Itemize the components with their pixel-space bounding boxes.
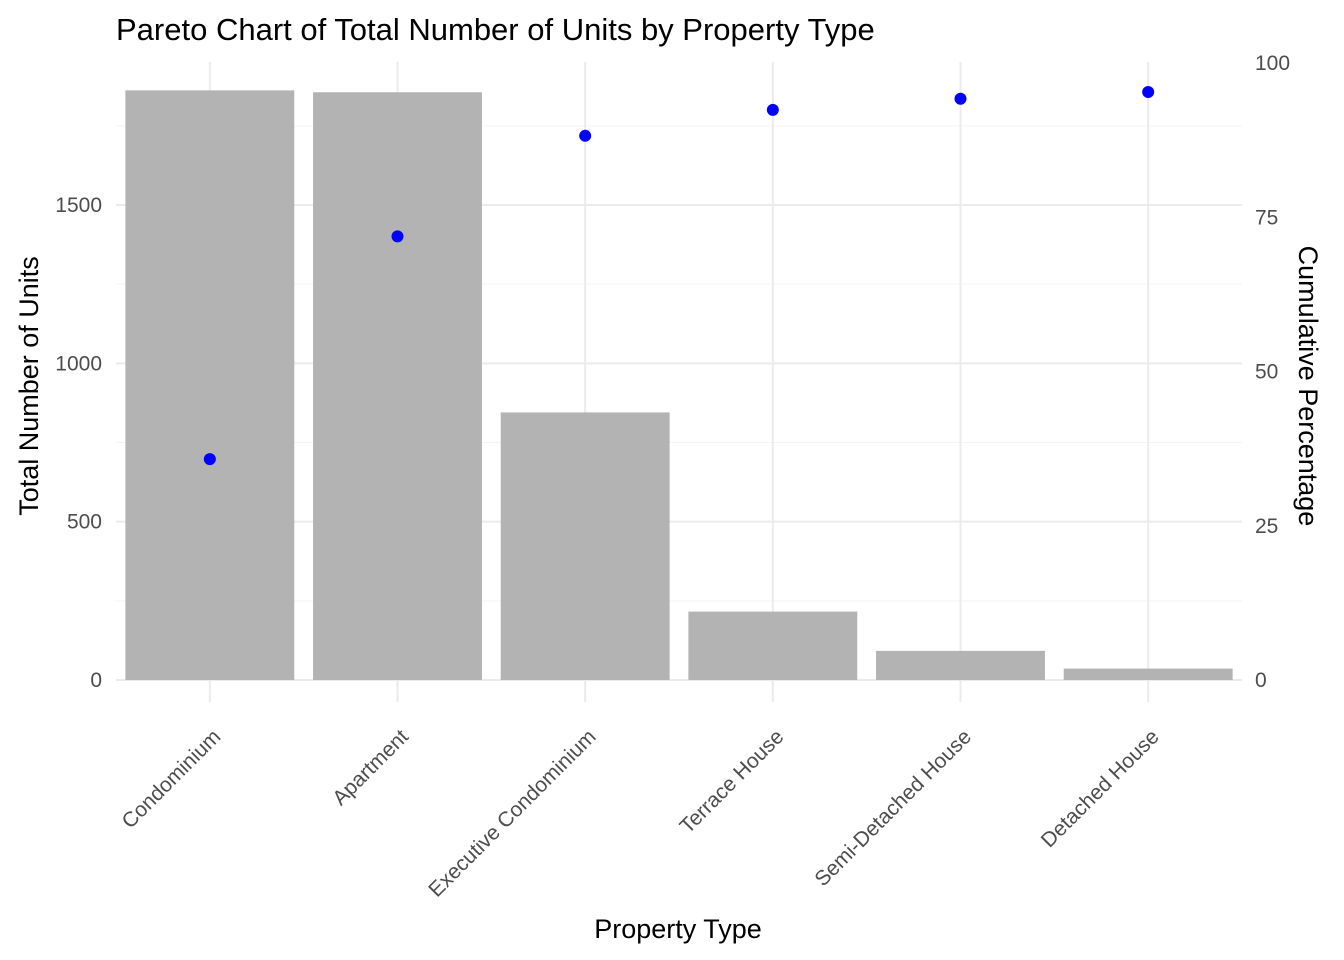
x-axis-ticks: Condominium Apartment Executive Condominiu…: [117, 725, 1163, 901]
bar-executive-condominium: [500, 412, 670, 680]
bar-condominium: [125, 90, 295, 680]
y2-tick-label: 0: [1255, 669, 1267, 692]
bar-semi-detached-house: [876, 650, 1045, 680]
y-tick-label: 1500: [55, 194, 102, 217]
y2-axis-title: Cumulative Percentage: [1293, 246, 1323, 527]
point-apartment: [391, 230, 404, 243]
bars: [125, 90, 1233, 681]
point-detached-house: [1142, 85, 1155, 98]
y-axis-title: Total Number of Units: [14, 256, 44, 516]
x-tick-label: Condominium: [117, 725, 225, 833]
y2-tick-label: 25: [1255, 515, 1278, 538]
y-axis-ticks: 0 500 1000 1500: [55, 194, 102, 692]
bar-terrace-house: [688, 611, 858, 680]
cumulative-points: [203, 85, 1155, 466]
point-condominium: [203, 453, 216, 466]
point-semi-detached-house: [954, 92, 967, 105]
y-tick-label: 1000: [55, 352, 102, 375]
x-tick-label: Detached House: [1037, 725, 1164, 852]
x-axis-title: Property Type: [594, 914, 762, 944]
x-tick-label: Semi-Detached House: [810, 725, 976, 891]
chart-title: Pareto Chart of Total Number of Units by…: [116, 12, 875, 47]
y-tick-label: 500: [67, 511, 102, 534]
grid: [116, 62, 1242, 702]
point-terrace-house: [766, 103, 779, 116]
x-tick-label: Executive Condominium: [424, 725, 600, 901]
y2-tick-label: 50: [1255, 361, 1278, 384]
bar-apartment: [313, 92, 482, 681]
point-executive-condominium: [579, 129, 592, 142]
y2-tick-label: 75: [1255, 206, 1278, 229]
x-tick-label: Apartment: [328, 725, 413, 810]
y-tick-label: 0: [90, 669, 102, 692]
y2-tick-label: 100: [1255, 52, 1290, 75]
x-tick-label: Terrace House: [676, 725, 789, 838]
bar-detached-house: [1063, 668, 1233, 680]
y2-axis-ticks: 0 25 50 75 100: [1255, 52, 1290, 692]
